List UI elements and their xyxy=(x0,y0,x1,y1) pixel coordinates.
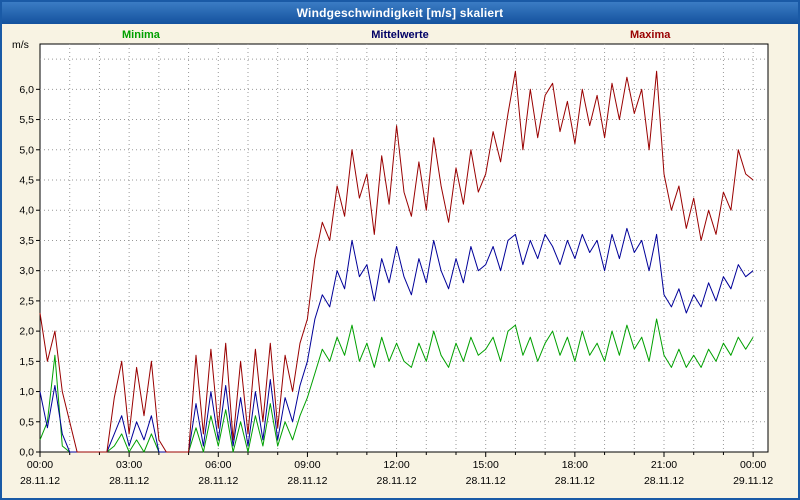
x-tick-date-label: 28.11.12 xyxy=(198,475,238,487)
plot-background xyxy=(39,43,769,453)
x-tick-time-label: 12:00 xyxy=(383,459,409,471)
wind-speed-chart: 0,0 0,5 1,0 1,5 2,0 2,5 3,0 3,5 4,0 4,5 5,0 5,5 6,0 m… xyxy=(12,39,773,487)
series-line-maxima xyxy=(39,70,754,453)
series-line-mittelwerte xyxy=(39,227,754,453)
y-tick-label: 5,0 xyxy=(19,144,34,156)
x-tick-date-label: 28.11.12 xyxy=(287,475,327,487)
legend-minima: Minima xyxy=(122,29,160,41)
x-tick-date-label: 28.11.12 xyxy=(555,475,595,487)
x-tick-date-label: 29.11.12 xyxy=(733,475,773,487)
y-tick-label: 0,5 xyxy=(19,416,34,428)
chart-area: Minima Mittelwerte Maxima 0,0 0,5 1,0 1,5 2,… xyxy=(2,24,798,498)
y-tick-label: 5,5 xyxy=(19,114,34,126)
x-tick-date-label: 28.11.12 xyxy=(644,475,684,487)
y-tick-label: 2,5 xyxy=(19,295,34,307)
x-tick-date-label: 28.11.12 xyxy=(377,475,417,487)
legend-maxima: Maxima xyxy=(630,29,671,41)
y-tick-label: 1,5 xyxy=(19,356,34,368)
x-tick-time-label: 00:00 xyxy=(740,459,766,471)
window-title: Windgeschwindigkeit [m/s] skaliert xyxy=(296,6,504,20)
x-tick-date-label: 28.11.12 xyxy=(109,475,149,487)
x-tick-time-label: 18:00 xyxy=(562,459,588,471)
y-tick-label: 3,5 xyxy=(19,235,34,247)
legend-mittelwerte: Mittelwerte xyxy=(371,29,429,41)
x-tick-time-label: 00:00 xyxy=(27,459,53,471)
x-tick-time-label: 06:00 xyxy=(205,459,231,471)
y-tick-label: 6,0 xyxy=(19,84,34,96)
y-tick-label: 2,0 xyxy=(19,326,34,338)
x-tick-date-label: 28.11.12 xyxy=(466,475,506,487)
y-tick-label: 4,0 xyxy=(19,205,34,217)
window-title-bar: Windgeschwindigkeit [m/s] skaliert xyxy=(2,2,798,24)
x-tick-time-label: 09:00 xyxy=(294,459,320,471)
y-axis-unit-label: m/s xyxy=(12,39,29,51)
x-tick-time-label: 15:00 xyxy=(473,459,499,471)
y-tick-label: 4,5 xyxy=(19,175,34,187)
x-tick-date-label: 28.11.12 xyxy=(20,475,60,487)
y-tick-label: 3,0 xyxy=(19,265,34,277)
x-tick-time-label: 03:00 xyxy=(116,459,142,471)
y-tick-label: 1,0 xyxy=(19,386,34,398)
y-tick-label: 0,0 xyxy=(19,447,34,459)
x-tick-time-label: 21:00 xyxy=(651,459,677,471)
